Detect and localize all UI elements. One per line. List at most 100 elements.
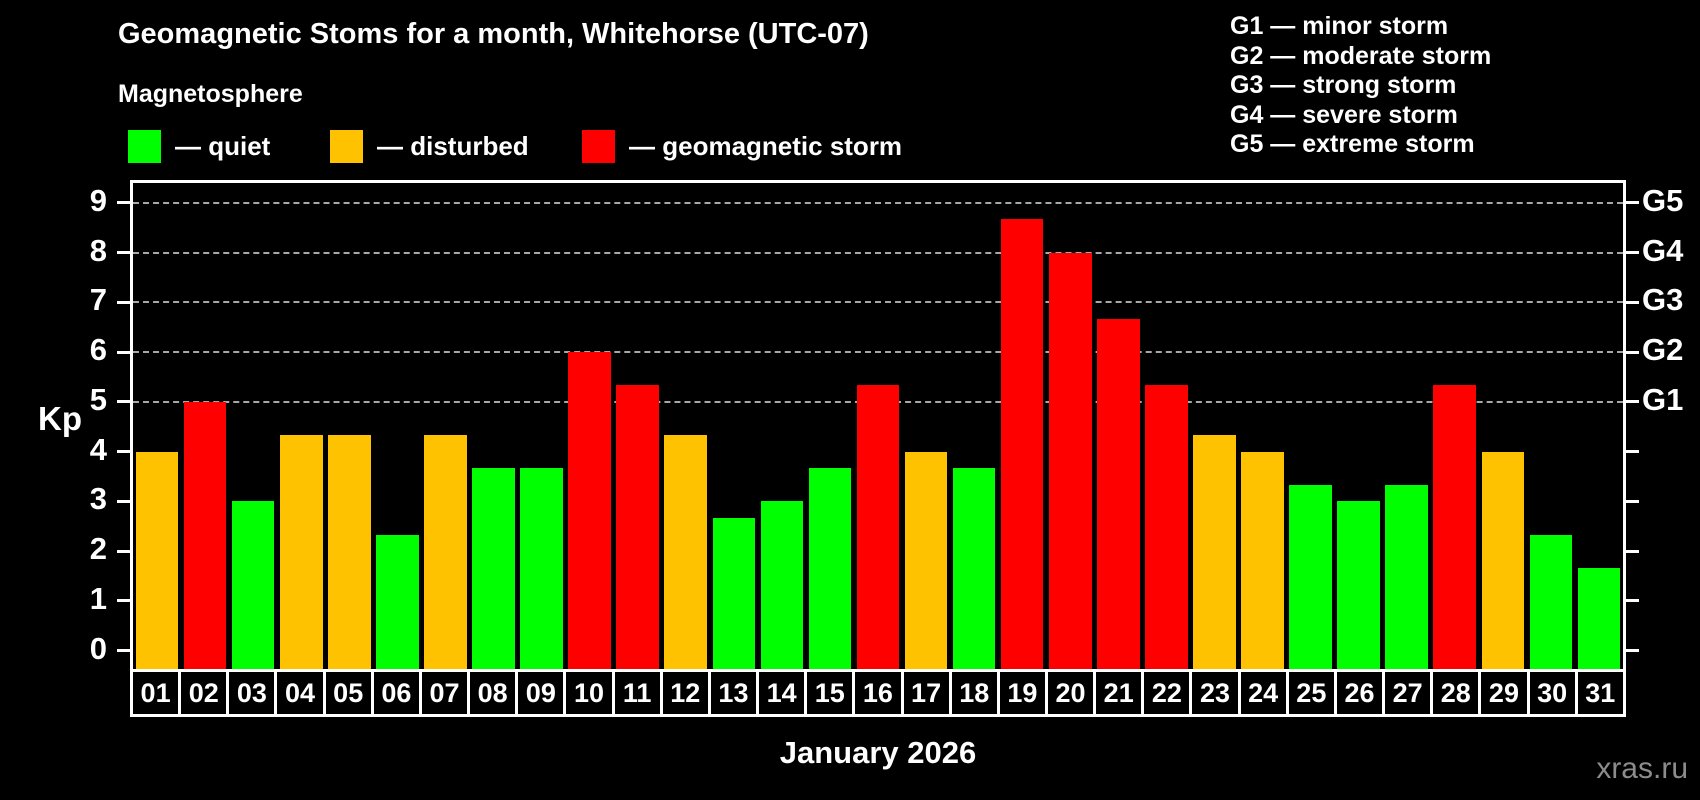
gridline-g5 (133, 201, 1623, 204)
left-axis-tick-0 (117, 649, 130, 653)
day-label-08: 08 (467, 669, 519, 717)
day-label-28: 28 (1430, 669, 1482, 717)
g-axis-label-g3: G3 (1642, 282, 1684, 318)
day-label-06: 06 (370, 669, 422, 717)
gridline-g4 (133, 251, 1623, 254)
day-label-19: 19 (996, 669, 1048, 717)
day-label-29: 29 (1478, 669, 1530, 717)
y-axis-label-9: 9 (89, 182, 107, 218)
kp-bar-day-19 (1000, 219, 1044, 669)
day-label-21: 21 (1093, 669, 1145, 717)
day-label-24: 24 (1237, 669, 1289, 717)
right-axis-tick-8 (1626, 251, 1639, 255)
day-label-26: 26 (1333, 669, 1386, 717)
day-label-03: 03 (226, 669, 278, 717)
day-label-27: 27 (1382, 669, 1434, 717)
kp-bar-day-02 (183, 401, 227, 669)
right-axis-tick-4 (1626, 450, 1639, 454)
kp-bar-day-30 (1529, 534, 1573, 669)
kp-bar-day-09 (520, 468, 563, 669)
storm-scale-line-g1: G1 — minor storm (1230, 12, 1449, 40)
day-label-13: 13 (707, 669, 760, 717)
day-label-30: 30 (1526, 669, 1578, 717)
day-label-15: 15 (804, 669, 856, 717)
y-axis-title: Kp (38, 400, 82, 437)
day-label-02: 02 (178, 669, 230, 717)
disturbed-color-swatch (330, 129, 363, 163)
storm-scale-line-g4: G4 — severe storm (1230, 100, 1458, 129)
legend-item-storm: — geomagnetic storm (582, 125, 902, 167)
kp-bar-day-31 (1577, 567, 1621, 669)
y-axis-label-6: 6 (89, 332, 107, 368)
kp-bar-day-21 (1097, 318, 1140, 669)
kp-bar-day-14 (760, 501, 804, 669)
kp-bar-day-25 (1289, 484, 1332, 669)
day-label-18: 18 (948, 669, 1000, 717)
day-label-12: 12 (659, 669, 711, 717)
day-label-09: 09 (515, 669, 567, 717)
kp-bar-day-18 (952, 468, 996, 669)
legend-item-quiet: — quiet (128, 125, 270, 167)
kp-bar-day-20 (1048, 252, 1092, 669)
right-axis-tick-0 (1626, 649, 1639, 653)
kp-bar-day-05 (328, 435, 371, 669)
quiet-color-swatch (128, 129, 161, 163)
y-axis-label-8: 8 (89, 232, 107, 268)
day-label-14: 14 (756, 669, 808, 717)
storm-scale-line-g5: G5 — extreme storm (1230, 130, 1475, 158)
chart-subtitle: Magnetosphere (118, 80, 303, 108)
legend-item-disturbed: — disturbed (330, 125, 529, 167)
y-axis-label-2: 2 (89, 531, 107, 567)
g-axis-label-g2: G2 (1642, 332, 1684, 368)
day-label-16: 16 (852, 669, 904, 717)
storm-scale-line-g2: G2 — moderate storm (1230, 41, 1492, 70)
kp-bar-day-08 (472, 468, 515, 669)
y-axis-label-3: 3 (89, 481, 107, 517)
kp-bar-day-27 (1385, 484, 1428, 669)
kp-bar-day-16 (856, 385, 900, 669)
storm-scale-legend: G1 — minor storm G2 — moderate storm G3 … (1230, 12, 1491, 160)
y-axis-label-1: 1 (89, 580, 107, 616)
day-label-22: 22 (1141, 669, 1193, 717)
legend-label-disturbed: — disturbed (377, 130, 529, 161)
day-label-11: 11 (611, 669, 663, 717)
kp-bar-day-13 (712, 517, 756, 669)
day-label-10: 10 (563, 669, 615, 717)
left-axis-tick-1 (117, 599, 130, 603)
kp-bar-day-10 (568, 352, 611, 669)
left-axis-tick-3 (117, 499, 130, 503)
right-axis-tick-1 (1626, 599, 1639, 603)
day-label-07: 07 (418, 669, 471, 717)
day-label-25: 25 (1285, 669, 1337, 717)
x-axis-day-labels: 01 02 03 04 05 06 07 08 09 10 11 12 13 14 15 16 17 18 19 20… (130, 669, 1626, 717)
left-axis-tick-2 (117, 549, 130, 553)
day-label-01: 01 (130, 669, 182, 717)
x-axis-title: January 2026 (779, 735, 977, 770)
legend-label-quiet: — quiet (175, 130, 271, 161)
legend-label-storm: — geomagnetic storm (629, 130, 903, 161)
left-axis-tick-8 (117, 251, 130, 255)
kp-bar-day-11 (616, 385, 659, 669)
g-axis-label-g5: G5 (1642, 182, 1684, 218)
y-axis-label-5: 5 (89, 381, 107, 417)
right-axis-tick-6 (1626, 350, 1639, 354)
kp-bar-day-22 (1145, 385, 1188, 669)
day-label-23: 23 (1189, 669, 1241, 717)
kp-bar-day-28 (1433, 385, 1477, 669)
y-axis-label-0: 0 (89, 630, 107, 666)
left-axis-tick-4 (117, 450, 130, 454)
kp-bar-day-01 (135, 451, 179, 669)
kp-bar-day-26 (1337, 501, 1380, 669)
right-axis-tick-9 (1626, 201, 1639, 205)
kp-bar-day-29 (1481, 451, 1525, 669)
kp-bar-day-23 (1193, 435, 1236, 669)
storm-color-swatch (582, 129, 615, 163)
left-axis-tick-5 (117, 400, 130, 404)
kp-bar-day-12 (664, 435, 708, 669)
kp-bar-day-24 (1241, 451, 1284, 669)
right-axis-tick-5 (1626, 400, 1639, 404)
gridline-g3 (133, 301, 1623, 304)
day-label-04: 04 (274, 669, 326, 717)
y-axis-label-7: 7 (89, 282, 107, 318)
